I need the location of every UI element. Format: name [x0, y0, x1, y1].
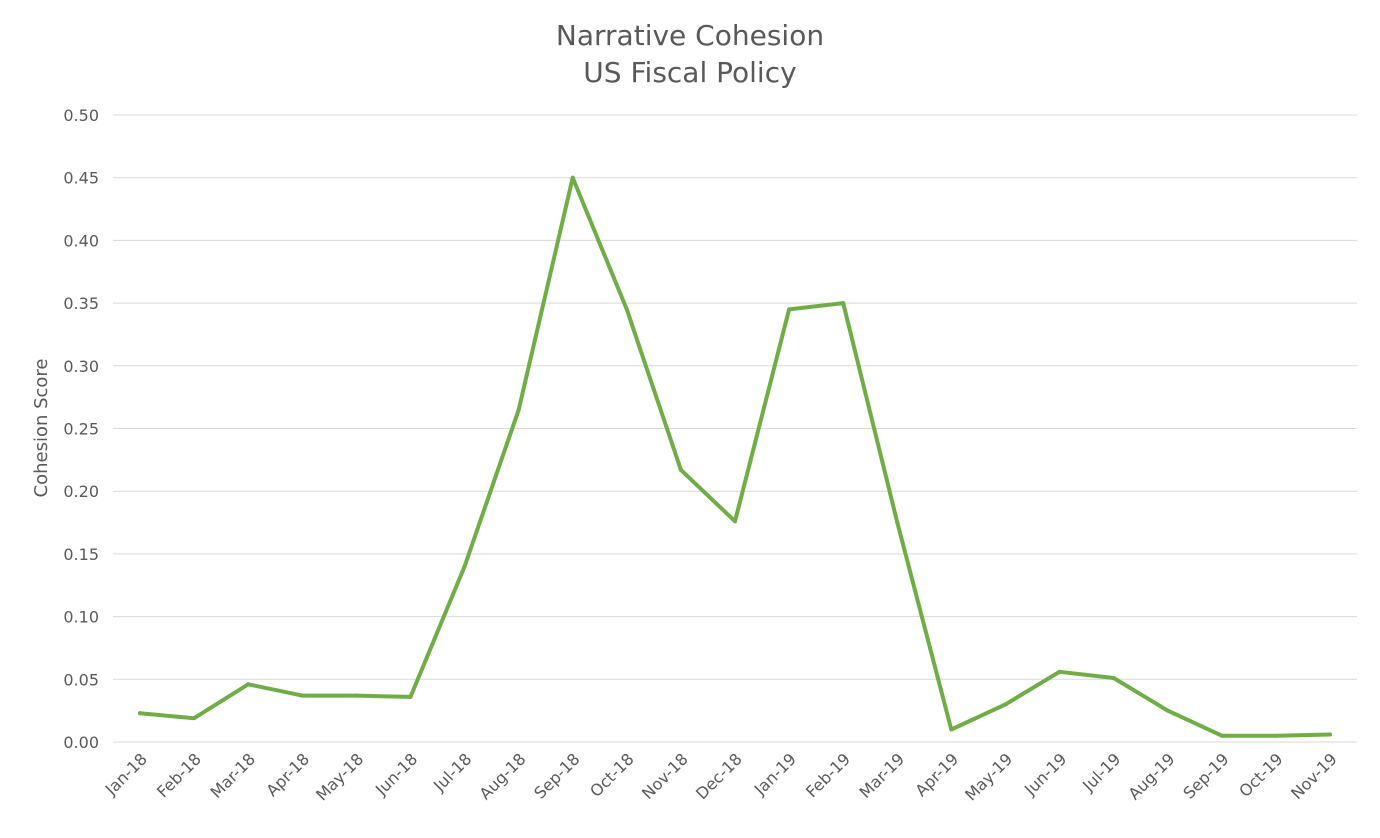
- y-tick-label: 0.20: [63, 482, 99, 501]
- data-point: [408, 694, 413, 699]
- x-tick-label: Mar-19: [856, 749, 909, 802]
- x-tick-label: Sep-18: [530, 749, 583, 802]
- y-axis-title: Cohesion Score: [31, 359, 52, 498]
- data-point: [1057, 669, 1062, 674]
- x-tick-label: Jul-18: [429, 749, 475, 795]
- y-tick-label: 0.30: [63, 357, 99, 376]
- data-point: [733, 519, 737, 524]
- y-tick-label: 0.05: [63, 670, 99, 689]
- x-tick-label: Mar-18: [207, 749, 260, 802]
- data-point: [949, 727, 954, 732]
- data-point: [192, 716, 197, 721]
- y-tick-label: 0.50: [63, 106, 99, 125]
- y-tick-label: 0.00: [63, 733, 99, 752]
- data-point: [1219, 733, 1224, 738]
- data-point: [570, 175, 575, 180]
- data-point: [1003, 702, 1008, 707]
- data-point: [1327, 732, 1332, 737]
- y-tick-label: 0.15: [63, 545, 99, 564]
- x-tick-label: Apr-19: [911, 749, 962, 800]
- data-point: [462, 564, 467, 569]
- y-tick-label: 0.35: [63, 294, 99, 313]
- data-point: [1273, 733, 1278, 738]
- x-tick-label: Oct-19: [1235, 749, 1286, 800]
- series-line: [138, 175, 1332, 738]
- x-tick-label: Feb-19: [802, 749, 854, 801]
- data-point: [1111, 676, 1116, 681]
- data-point: [624, 307, 629, 312]
- data-point: [516, 407, 521, 412]
- data-point: [246, 682, 251, 687]
- chart-title-line-2: US Fiscal Policy: [583, 56, 796, 89]
- y-tick-label: 0.10: [63, 608, 99, 627]
- chart-title: Narrative Cohesion US Fiscal Policy: [556, 19, 824, 89]
- series-layer: [138, 175, 1332, 738]
- data-point: [895, 520, 900, 525]
- chart-title-line-1: Narrative Cohesion: [556, 19, 824, 52]
- x-tick-label: Apr-18: [262, 749, 313, 800]
- y-tick-label: 0.40: [63, 231, 99, 250]
- x-tick-label: Dec-18: [692, 749, 746, 803]
- x-tick-label: Jun-18: [371, 749, 421, 799]
- x-tick-label: May-19: [961, 749, 1016, 804]
- x-tick-label: Jan-18: [101, 749, 151, 799]
- data-point: [300, 693, 305, 698]
- data-point: [1165, 708, 1170, 713]
- y-tick-label: 0.25: [63, 420, 99, 439]
- data-point: [787, 307, 792, 312]
- x-tick-label: Nov-18: [638, 749, 692, 803]
- x-tick-label: Aug-19: [1125, 749, 1179, 803]
- x-tick-label: Nov-19: [1287, 749, 1341, 803]
- data-point: [354, 693, 359, 698]
- y-tick-label: 0.45: [63, 169, 99, 188]
- data-point: [138, 711, 143, 716]
- x-tick-label: Jul-19: [1078, 749, 1124, 795]
- x-tick-label: May-18: [312, 749, 367, 804]
- x-tick-label: Feb-18: [153, 749, 205, 801]
- x-tick-label: Aug-18: [475, 749, 529, 803]
- gridlines: [113, 114, 1357, 743]
- x-tick-label: Oct-18: [586, 749, 637, 800]
- x-tick-label: Jan-19: [750, 749, 800, 799]
- data-point: [678, 467, 683, 472]
- data-point: [841, 301, 846, 306]
- x-tick-label: Jun-19: [1020, 749, 1070, 799]
- y-axis-tick-labels: 0.00 0.05 0.10 0.15 0.20 0.25 0.30 0.35 0.40 0.45…: [63, 106, 99, 752]
- x-tick-label: Sep-19: [1179, 749, 1232, 802]
